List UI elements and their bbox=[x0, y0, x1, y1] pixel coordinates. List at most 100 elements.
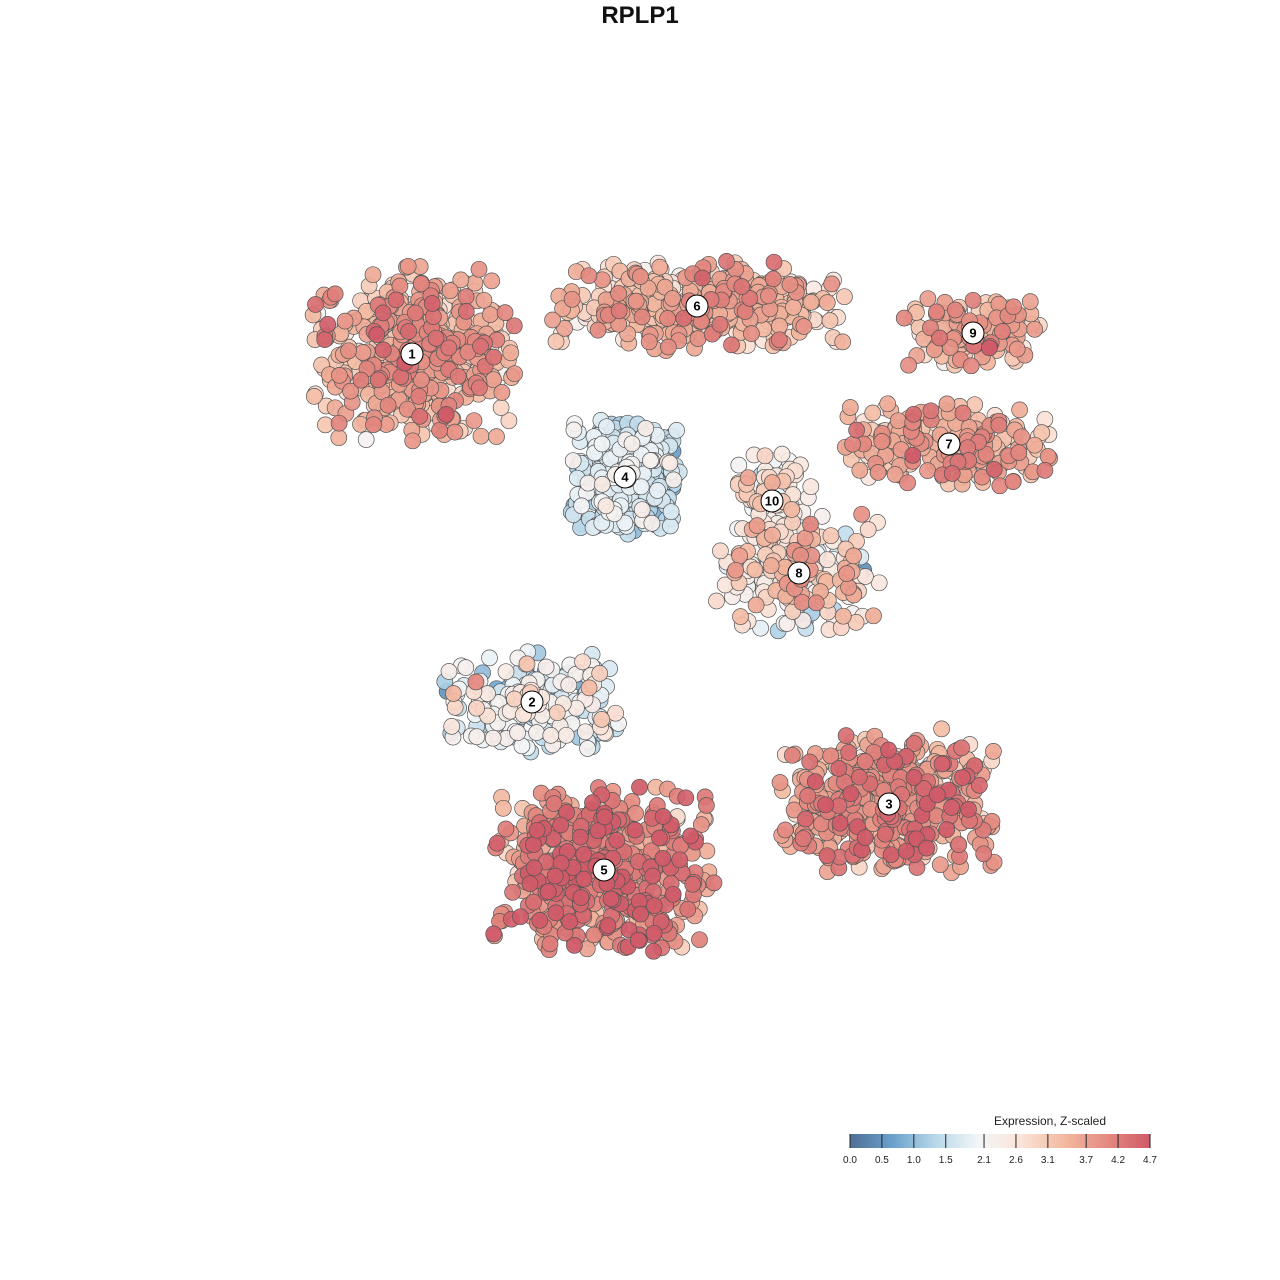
cell-point bbox=[845, 547, 862, 565]
cell-point bbox=[848, 421, 865, 439]
cell-point bbox=[627, 805, 644, 822]
cell-point bbox=[834, 333, 852, 351]
cell-point bbox=[502, 344, 520, 362]
cell-point bbox=[645, 924, 663, 942]
cell-point bbox=[504, 883, 521, 901]
cell-point bbox=[640, 333, 658, 351]
cell-point bbox=[793, 593, 811, 611]
legend-tick-label: 4.2 bbox=[1111, 1155, 1125, 1166]
cell-point bbox=[1033, 424, 1051, 441]
cell-point bbox=[981, 339, 998, 357]
cell-point bbox=[773, 445, 791, 463]
cell-point bbox=[521, 875, 539, 893]
cell-point bbox=[1008, 340, 1026, 358]
cell-point bbox=[574, 653, 591, 671]
cell-point bbox=[928, 786, 946, 804]
cell-point bbox=[739, 469, 757, 487]
cell-point bbox=[645, 897, 663, 915]
cell-point bbox=[593, 435, 611, 453]
cell-point bbox=[525, 836, 542, 854]
cell-point bbox=[528, 724, 545, 741]
cell-point bbox=[660, 338, 677, 356]
cell-point bbox=[689, 330, 707, 347]
cell-point bbox=[449, 367, 467, 385]
legend-tick-label: 1.5 bbox=[939, 1155, 953, 1166]
cell-point bbox=[985, 461, 1003, 478]
cell-point bbox=[354, 344, 372, 361]
cell-point bbox=[905, 405, 922, 423]
cell-point bbox=[452, 271, 470, 289]
cell-point bbox=[400, 323, 417, 340]
cell-point bbox=[548, 704, 566, 722]
cell-point bbox=[708, 592, 725, 610]
cell-point bbox=[801, 753, 819, 771]
cell-point bbox=[1026, 320, 1044, 338]
cell-point bbox=[679, 900, 697, 918]
cell-point bbox=[822, 527, 840, 545]
cell-point bbox=[953, 739, 970, 757]
cell-point bbox=[406, 304, 424, 322]
cell-point bbox=[760, 287, 777, 305]
legend-title: Expression, Z-scaled bbox=[993, 1114, 1107, 1128]
cell-point bbox=[785, 299, 802, 316]
cell-point bbox=[457, 288, 475, 305]
cell-point bbox=[506, 365, 523, 383]
cell-point bbox=[933, 720, 950, 738]
cell-point bbox=[730, 456, 748, 474]
cell-point bbox=[876, 825, 894, 843]
cell-point bbox=[497, 663, 515, 681]
cell-point bbox=[783, 501, 801, 518]
legend-tick-label: 1.0 bbox=[907, 1155, 921, 1166]
cell-point bbox=[560, 676, 578, 694]
cell-point bbox=[962, 357, 980, 375]
cell-point bbox=[645, 942, 662, 960]
cell-point bbox=[1005, 298, 1022, 316]
cluster-label-9: 9 bbox=[961, 321, 985, 345]
cell-point bbox=[541, 935, 559, 953]
cell-point bbox=[563, 290, 581, 308]
cell-point bbox=[795, 318, 813, 335]
cell-point bbox=[509, 724, 526, 742]
cell-point bbox=[610, 285, 627, 302]
cell-point bbox=[496, 304, 514, 321]
cell-point bbox=[472, 337, 489, 355]
cell-point bbox=[668, 422, 685, 439]
cluster-label-text: 5 bbox=[600, 863, 607, 878]
cell-point bbox=[457, 303, 475, 320]
cell-point bbox=[518, 655, 536, 673]
cell-point bbox=[404, 432, 422, 450]
cell-point bbox=[644, 867, 662, 885]
cell-point bbox=[379, 396, 397, 414]
cell-point bbox=[1011, 401, 1028, 419]
cell-point bbox=[472, 427, 490, 445]
cell-point bbox=[821, 312, 839, 329]
cell-point bbox=[564, 452, 582, 470]
legend-tick-label: 2.1 bbox=[977, 1155, 991, 1166]
cell-point bbox=[802, 293, 820, 311]
cell-point bbox=[627, 292, 645, 310]
cell-point bbox=[512, 908, 529, 926]
cell-point bbox=[792, 547, 809, 564]
cell-point bbox=[410, 387, 428, 405]
cell-point bbox=[950, 836, 968, 854]
cell-point bbox=[1013, 428, 1030, 446]
cell-point bbox=[943, 465, 961, 482]
cell-point bbox=[610, 302, 628, 320]
cell-point bbox=[806, 773, 824, 790]
cell-point bbox=[591, 665, 609, 682]
cell-point bbox=[765, 253, 783, 271]
cell-point bbox=[471, 379, 488, 397]
cell-point bbox=[794, 830, 812, 848]
cell-point bbox=[869, 464, 887, 481]
cell-point bbox=[528, 821, 546, 839]
cell-point bbox=[960, 801, 977, 818]
cell-point bbox=[561, 913, 579, 930]
cell-point bbox=[331, 367, 348, 384]
cell-point bbox=[975, 845, 993, 863]
cell-point bbox=[654, 850, 672, 867]
cell-point bbox=[368, 326, 386, 343]
cell-point bbox=[985, 743, 1002, 760]
cell-point bbox=[899, 474, 916, 492]
cell-point bbox=[492, 399, 510, 416]
cell-point bbox=[506, 690, 523, 708]
